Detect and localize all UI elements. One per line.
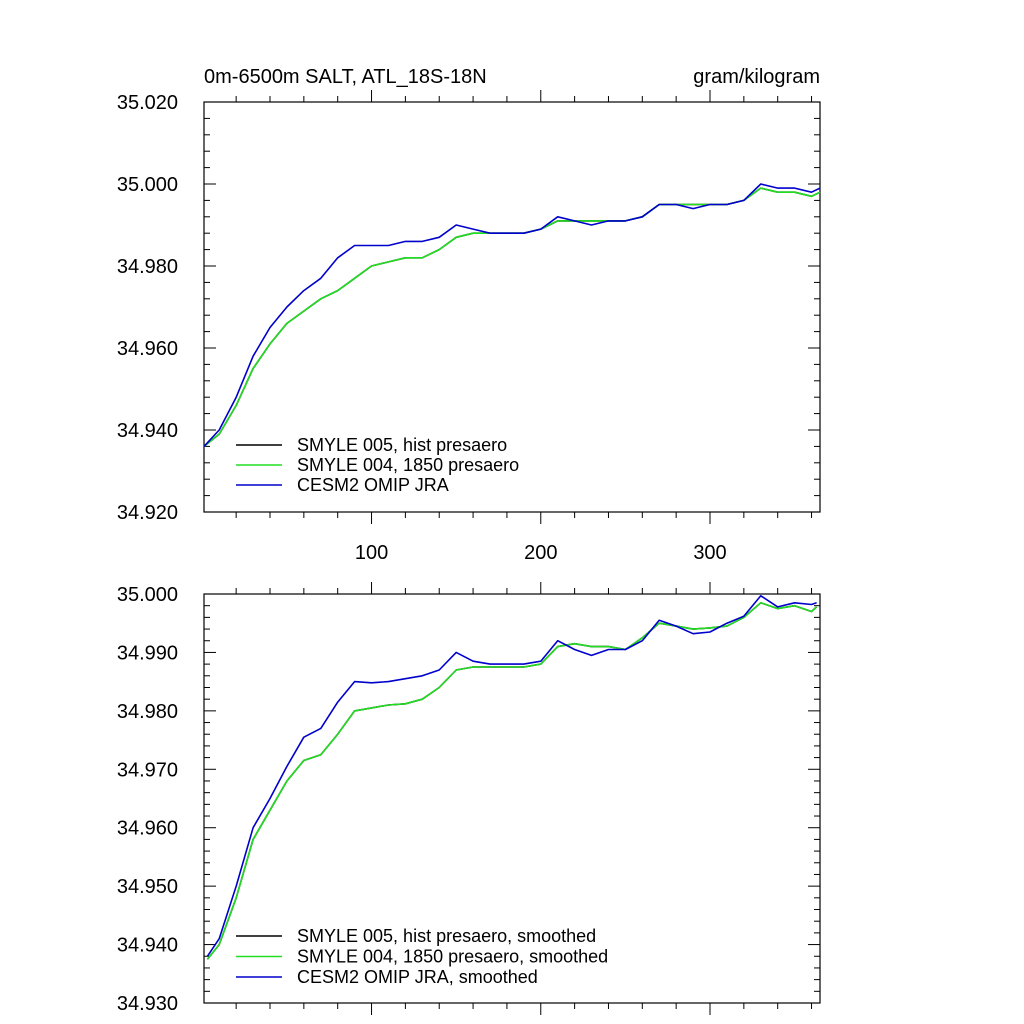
x-tick-label: 100	[355, 542, 388, 564]
y-tick-label: 34.940	[117, 935, 178, 957]
y-tick-label: 34.980	[117, 256, 178, 278]
top-panel: 35.020 35.000 34.980 34.960 34.940 34.920 100 2…	[117, 90, 821, 564]
legend-label: SMYLE 004, 1850 presaero, smoothed	[297, 947, 608, 967]
legend-label: CESM2 OMIP JRA	[297, 475, 449, 495]
series-line-3	[203, 183, 821, 447]
y-tick-label: 34.930	[117, 993, 178, 1015]
y-tick-label: 34.940	[117, 420, 178, 442]
chart-title: 0m-6500m SALT, ATL_18S-18N	[204, 66, 487, 88]
y-tick-label: 35.000	[117, 584, 178, 606]
legend-label: SMYLE 005, hist presaero	[297, 435, 507, 455]
series-line-3	[206, 594, 817, 957]
series-line-2	[203, 187, 821, 448]
y-tick-label: 35.000	[117, 174, 178, 196]
x-tick-label: 300	[693, 542, 726, 564]
y-tick-label: 34.990	[117, 642, 178, 664]
series-line-1	[206, 601, 818, 960]
y-tick-label: 34.970	[117, 759, 178, 781]
plot-frame	[203, 593, 821, 1004]
plot-frame	[203, 101, 821, 513]
bottom-panel: 35.000 34.990 34.980 34.970 34.960 34.950 34.9…	[117, 582, 821, 1015]
units-label: gram/kilogram	[693, 66, 820, 88]
legend-label: CESM2 OMIP JRA, smoothed	[297, 967, 538, 987]
y-tick-label: 34.920	[117, 502, 178, 524]
y-tick-label: 35.020	[117, 92, 178, 114]
y-tick-label: 34.950	[117, 876, 178, 898]
y-tick-label: 34.980	[117, 701, 178, 723]
legend-label: SMYLE 005, hist presaero, smoothed	[297, 926, 596, 946]
x-tick-label: 200	[524, 542, 557, 564]
series-line-2	[206, 601, 818, 960]
y-tick-label: 34.960	[117, 338, 178, 360]
legend-label: SMYLE 004, 1850 presaero	[297, 455, 519, 475]
y-tick-label: 34.960	[117, 818, 178, 840]
